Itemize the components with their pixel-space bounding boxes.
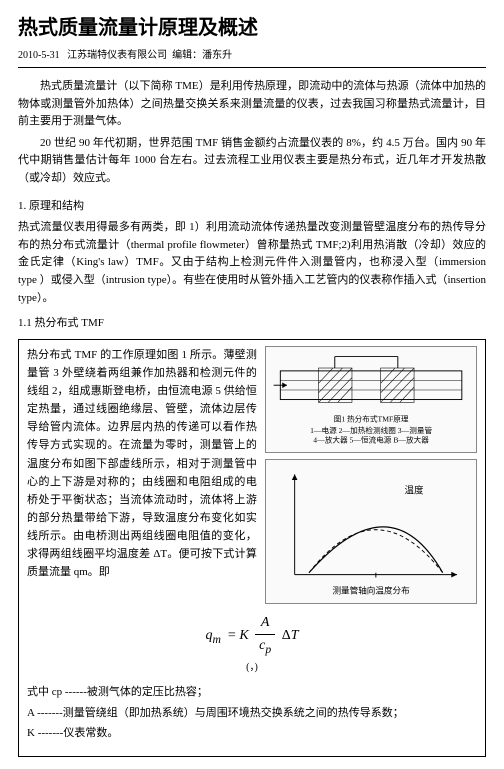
intro-p2: 20 世纪 90 年代初期，世界范围 TMF 销售金额约占流量仪表的 8%，约 …	[18, 135, 486, 188]
fig1-legend-1: 1—电源 2—加热检测线圈 3—测量管	[310, 425, 432, 435]
intro-p1: 热式质量流量计（以下简称 TME）是利用传热原理，即流动中的流体与热源（流体中加…	[18, 78, 486, 131]
meta-editor: 潘东升	[202, 50, 232, 61]
page-title: 热式质量流量计原理及概述	[18, 12, 486, 44]
fig2-caption: 测量管轴向温度分布	[332, 585, 410, 596]
fig1-caption: 图1 热分布式TMF原理	[334, 413, 409, 423]
figure-1-schematic: 图1 热分布式TMF原理 1—电源 2—加热检测线圈 3—测量管 4—放大器 5…	[265, 346, 477, 453]
section-1-1-title: 1.1 热分布式 TMF	[18, 315, 486, 333]
figure-2-temp-dist: 温度 测量管轴向温度分布	[265, 459, 477, 604]
def-a: A -------测量管绕组（即加热系统）与周围环境热交换系统之间的热传导系数；	[27, 705, 477, 723]
def-cp: 式中 cp ------被测气体的定压比热容；	[27, 684, 477, 702]
fig2-ylabel: 温度	[404, 484, 424, 496]
box-text: 热分布式 TMF 的工作原理如图 1 所示。薄壁测量管 3 外壁绕着两组兼作加热…	[27, 346, 257, 604]
meta-line: 2010-5-31 江苏瑞特仪表有限公司 编辑：潘东升	[18, 48, 486, 68]
meta-date: 2010-5-31	[18, 50, 60, 61]
section-1-title: 1. 原理和结构	[18, 198, 486, 216]
meta-org: 江苏瑞特仪表有限公司	[67, 50, 167, 61]
def-k: K -------仪表常数。	[27, 725, 477, 743]
meta-editor-label: 编辑：	[172, 50, 202, 61]
definitions: 式中 cp ------被测气体的定压比热容； A -------测量管绕组（即…	[27, 684, 477, 743]
equation: qm = K A cp ΔT (，)	[27, 612, 477, 676]
fig1-legend-2: 4—放大器 5—恒流电源 B—放大器	[313, 434, 429, 444]
section-1-body: 热式流量仪表用得最多有两类，即 1）利用流动流体传递热量改变测量管壁温度分布的热…	[18, 219, 486, 307]
content-box: 热分布式 TMF 的工作原理如图 1 所示。薄壁测量管 3 外壁绕着两组兼作加热…	[18, 339, 486, 757]
